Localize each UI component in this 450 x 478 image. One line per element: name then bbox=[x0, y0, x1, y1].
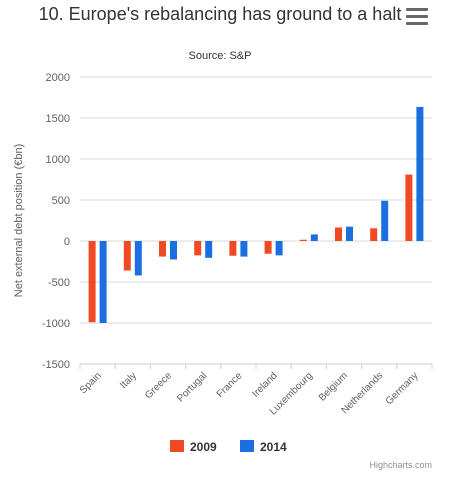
bar-2009-spain bbox=[88, 241, 96, 323]
bar-2014-spain bbox=[99, 241, 107, 323]
bar-2009-belgium bbox=[335, 227, 342, 241]
y-tick-label: 2000 bbox=[46, 72, 70, 84]
x-tick-label: Italy bbox=[118, 370, 139, 391]
x-tick-label: Greece bbox=[143, 370, 174, 401]
legend-label-2014[interactable]: 2014 bbox=[260, 440, 287, 454]
x-tick-label: Spain bbox=[78, 370, 104, 396]
bar-2014-germany bbox=[416, 106, 424, 242]
bar-2009-portugal bbox=[194, 241, 202, 256]
x-tick-label: Ireland bbox=[250, 370, 279, 399]
bar-2009-italy bbox=[123, 241, 131, 271]
legend-swatch-2014 bbox=[240, 440, 254, 452]
bar-2014-greece bbox=[170, 241, 177, 260]
bar-2009-luxembourg bbox=[299, 239, 307, 241]
y-tick-label: 500 bbox=[52, 195, 70, 207]
bar-2009-germany bbox=[405, 174, 413, 241]
hamburger-menu-icon[interactable] bbox=[406, 8, 428, 26]
bar-2009-france bbox=[229, 241, 237, 256]
x-tick-label: Germany bbox=[384, 370, 421, 407]
highcharts-credit[interactable]: Highcharts.com bbox=[369, 460, 432, 470]
bar-2009-netherlands bbox=[370, 228, 378, 241]
bar-2009-greece bbox=[159, 241, 166, 257]
chart-subtitle: Source: S&P bbox=[188, 50, 252, 62]
y-tick-label: 1000 bbox=[46, 154, 70, 166]
x-tick-label: Belgium bbox=[317, 370, 350, 403]
x-tick-label: Portugal bbox=[175, 370, 209, 404]
legend-label-2009[interactable]: 2009 bbox=[190, 440, 217, 454]
legend-swatch-2009 bbox=[170, 440, 184, 452]
bar-2014-france bbox=[240, 241, 248, 257]
bar-2014-netherlands bbox=[381, 200, 389, 241]
bar-2014-italy bbox=[134, 241, 142, 276]
x-tick-label: France bbox=[215, 370, 245, 400]
y-tick-label: -1000 bbox=[42, 318, 70, 330]
y-tick-label: -1500 bbox=[42, 359, 70, 371]
bar-2014-ireland bbox=[275, 241, 283, 256]
bar-2014-portugal bbox=[205, 241, 213, 258]
chart-title: 10. Europe's rebalancing has ground to a… bbox=[38, 4, 402, 24]
bar-2014-luxembourg bbox=[310, 234, 318, 241]
bar-2014-belgium bbox=[346, 226, 353, 241]
y-tick-label: 1500 bbox=[46, 113, 70, 125]
y-tick-label: -500 bbox=[48, 277, 70, 289]
y-tick-label: 0 bbox=[64, 236, 70, 248]
bar-2009-ireland bbox=[264, 241, 272, 254]
y-axis-title: Net external debt position (€bn) bbox=[13, 144, 25, 297]
